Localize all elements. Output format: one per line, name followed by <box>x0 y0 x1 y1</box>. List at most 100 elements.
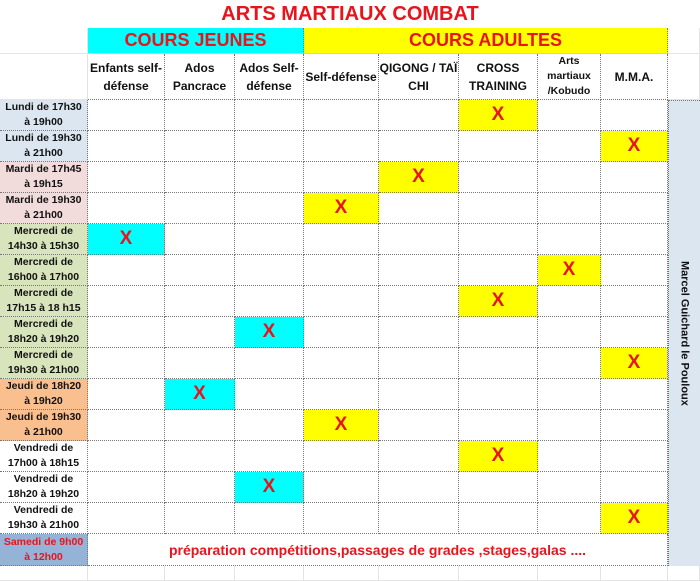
schedule-cell[interactable] <box>88 255 165 286</box>
schedule-cell[interactable] <box>235 348 304 379</box>
schedule-cell[interactable] <box>379 255 459 286</box>
schedule-cell[interactable] <box>379 317 459 348</box>
schedule-cell[interactable] <box>88 348 165 379</box>
schedule-cell[interactable]: X <box>304 193 379 224</box>
schedule-cell[interactable] <box>304 441 379 472</box>
blank-cell[interactable] <box>0 54 88 100</box>
blank-cell[interactable] <box>459 566 538 581</box>
schedule-cell[interactable] <box>165 317 235 348</box>
schedule-cell[interactable] <box>459 317 538 348</box>
blank-cell[interactable] <box>88 566 165 581</box>
schedule-cell[interactable] <box>459 472 538 503</box>
row-label-time-slot[interactable]: Vendredi de 18h20 à 19h20 <box>0 472 88 503</box>
schedule-cell[interactable] <box>235 441 304 472</box>
schedule-cell[interactable] <box>601 224 668 255</box>
schedule-cell[interactable]: X <box>235 472 304 503</box>
schedule-cell[interactable] <box>165 503 235 534</box>
schedule-cell[interactable] <box>88 193 165 224</box>
column-header[interactable]: Enfants self-défense <box>88 54 165 100</box>
schedule-cell[interactable] <box>235 255 304 286</box>
row-label-time-slot[interactable]: Mercredi de 19h30 à 21h00 <box>0 348 88 379</box>
schedule-cell[interactable] <box>379 441 459 472</box>
schedule-cell[interactable] <box>88 410 165 441</box>
schedule-cell[interactable] <box>88 503 165 534</box>
schedule-cell[interactable]: X <box>379 162 459 193</box>
schedule-cell[interactable] <box>235 193 304 224</box>
schedule-cell[interactable] <box>601 441 668 472</box>
schedule-cell[interactable] <box>88 131 165 162</box>
schedule-cell[interactable] <box>459 503 538 534</box>
column-header[interactable]: Ados Self-défense <box>235 54 304 100</box>
schedule-cell[interactable] <box>459 131 538 162</box>
schedule-cell[interactable] <box>304 100 379 131</box>
schedule-cell[interactable] <box>379 224 459 255</box>
schedule-cell[interactable]: X <box>235 317 304 348</box>
blank-cell[interactable] <box>379 566 459 581</box>
schedule-cell[interactable] <box>88 379 165 410</box>
schedule-cell[interactable] <box>601 255 668 286</box>
schedule-cell[interactable] <box>379 379 459 410</box>
blank-cell[interactable] <box>668 566 700 581</box>
schedule-cell[interactable] <box>538 503 601 534</box>
schedule-cell[interactable] <box>538 286 601 317</box>
schedule-cell[interactable] <box>379 410 459 441</box>
schedule-cell[interactable] <box>459 224 538 255</box>
schedule-cell[interactable]: X <box>459 286 538 317</box>
row-label-time-slot[interactable]: Jeudi de 19h30 à 21h00 <box>0 410 88 441</box>
schedule-cell[interactable] <box>304 286 379 317</box>
schedule-cell[interactable] <box>165 193 235 224</box>
schedule-cell[interactable]: X <box>165 379 235 410</box>
schedule-cell[interactable] <box>165 224 235 255</box>
row-label-time-slot[interactable]: Vendredi de 17h00 à 18h15 <box>0 441 88 472</box>
schedule-cell[interactable] <box>88 286 165 317</box>
schedule-cell[interactable] <box>379 286 459 317</box>
schedule-cell[interactable] <box>304 131 379 162</box>
schedule-cell[interactable] <box>379 348 459 379</box>
blank-cell[interactable] <box>601 566 668 581</box>
schedule-cell[interactable] <box>304 472 379 503</box>
schedule-cell[interactable] <box>379 131 459 162</box>
schedule-cell[interactable] <box>88 441 165 472</box>
blank-cell[interactable] <box>668 54 700 100</box>
schedule-cell[interactable] <box>601 410 668 441</box>
schedule-cell[interactable] <box>235 379 304 410</box>
schedule-cell[interactable]: X <box>601 503 668 534</box>
column-header[interactable]: QIGONG / TAÏ CHI <box>379 54 459 100</box>
schedule-cell[interactable] <box>88 162 165 193</box>
schedule-cell[interactable] <box>379 100 459 131</box>
row-label-time-slot[interactable]: Mercredi de 14h30 à 15h30 <box>0 224 88 255</box>
schedule-cell[interactable] <box>235 503 304 534</box>
group-header-youth[interactable]: COURS JEUNES <box>88 28 304 54</box>
schedule-cell[interactable] <box>88 472 165 503</box>
schedule-cell[interactable] <box>538 224 601 255</box>
schedule-cell[interactable] <box>538 441 601 472</box>
schedule-cell[interactable] <box>165 131 235 162</box>
column-header[interactable]: Arts martiaux /Kobudo <box>538 54 601 100</box>
schedule-cell[interactable] <box>88 317 165 348</box>
samedi-activities[interactable]: préparation compétitions,passages de gra… <box>88 534 668 566</box>
schedule-cell[interactable] <box>379 503 459 534</box>
schedule-cell[interactable] <box>165 472 235 503</box>
schedule-cell[interactable] <box>538 348 601 379</box>
schedule-cell[interactable] <box>304 379 379 410</box>
schedule-cell[interactable] <box>304 162 379 193</box>
schedule-cell[interactable] <box>235 131 304 162</box>
schedule-cell[interactable] <box>235 162 304 193</box>
blank-cell[interactable] <box>235 566 304 581</box>
column-header[interactable]: M.M.A. <box>601 54 668 100</box>
schedule-cell[interactable]: X <box>538 255 601 286</box>
row-label-time-slot[interactable]: Mercredi de 17h15 à 18 h15 <box>0 286 88 317</box>
schedule-cell[interactable]: X <box>601 348 668 379</box>
schedule-cell[interactable] <box>538 131 601 162</box>
schedule-cell[interactable] <box>459 162 538 193</box>
schedule-cell[interactable] <box>538 410 601 441</box>
schedule-cell[interactable] <box>459 255 538 286</box>
schedule-cell[interactable] <box>538 100 601 131</box>
blank-cell[interactable] <box>538 566 601 581</box>
blank-cell[interactable] <box>165 566 235 581</box>
schedule-cell[interactable] <box>379 472 459 503</box>
schedule-cell[interactable] <box>601 193 668 224</box>
row-label-time-slot[interactable]: Jeudi de 18h20 à 19h20 <box>0 379 88 410</box>
schedule-cell[interactable]: X <box>88 224 165 255</box>
column-header[interactable]: CROSS TRAINING <box>459 54 538 100</box>
